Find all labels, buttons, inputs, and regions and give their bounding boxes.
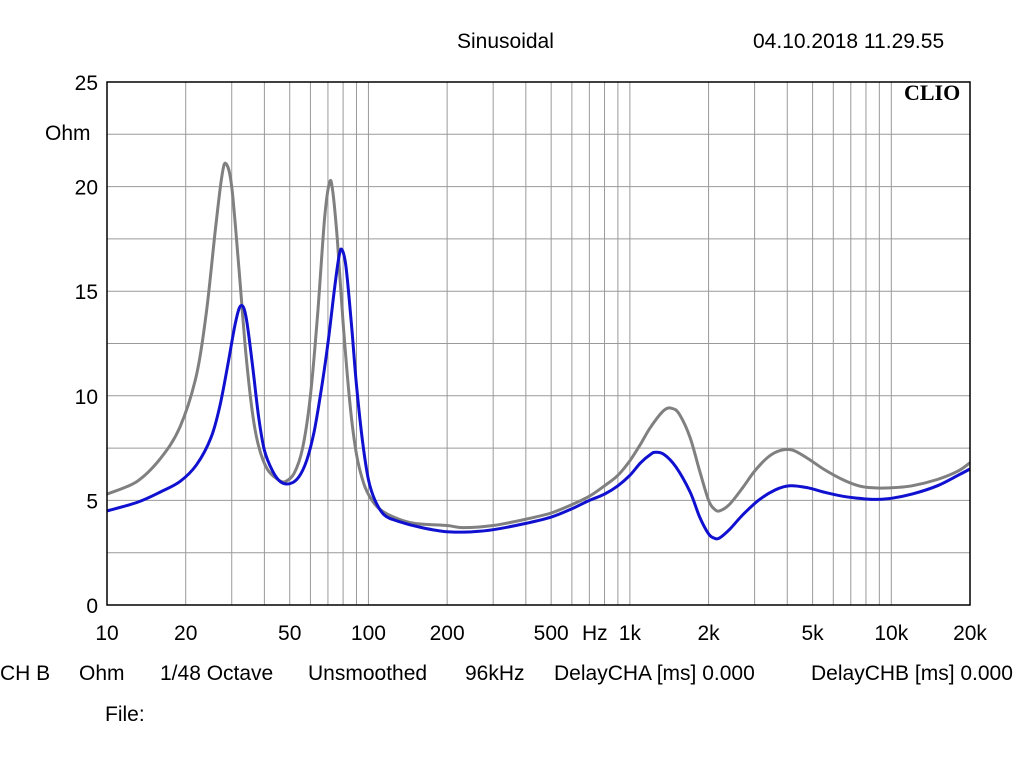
clio-logo: CLIO — [904, 80, 960, 105]
y-tick-label: 15 — [75, 281, 98, 304]
impedance-curve-2 — [106, 247, 971, 541]
x-tick-label: 500 — [534, 622, 569, 645]
y-tick-label: 20 — [75, 177, 98, 200]
mode-label: Sinusoidal — [457, 30, 554, 53]
x-tick-label: 100 — [351, 622, 386, 645]
impedance-curve-1 — [106, 161, 971, 530]
series-layer — [106, 161, 971, 541]
tick-labels: 10 20 50 100 200 500 1k 2k 5k 10k 20k 0 5 10 15 20 25 — [75, 72, 988, 645]
timestamp: 04.10.2018 11.29.55 — [753, 30, 944, 53]
file-label: File: — [105, 703, 145, 726]
channel-label: CH B — [0, 662, 50, 685]
x-tick-label: 10k — [874, 622, 908, 645]
x-axis-unit-label: Hz — [582, 622, 608, 645]
x-tick-label: 20k — [953, 622, 987, 645]
y-tick-label: 5 — [86, 490, 98, 513]
y-tick-label: 10 — [75, 386, 98, 409]
unit-label: Ohm — [79, 662, 125, 685]
smoothing-label: Unsmoothed — [308, 662, 427, 685]
x-tick-label: 200 — [430, 622, 465, 645]
x-tick-label: 2k — [697, 622, 720, 645]
x-tick-label: 1k — [619, 622, 642, 645]
x-tick-label: 5k — [802, 622, 825, 645]
y-tick-label: 25 — [75, 72, 98, 95]
x-tick-label: 50 — [278, 622, 301, 645]
sample-rate-label: 96kHz — [465, 662, 525, 685]
y-axis-unit-label: Ohm — [45, 122, 91, 145]
y-tick-label: 0 — [86, 595, 98, 618]
x-tick-label: 10 — [95, 622, 118, 645]
plot-frame — [106, 81, 971, 606]
x-tick-label: 20 — [174, 622, 197, 645]
delay-cha-label: DelayCHA [ms] 0.000 — [554, 662, 755, 685]
resolution-label: 1/48 Octave — [160, 662, 273, 685]
grid — [107, 82, 970, 605]
delay-chb-label: DelayCHB [ms] 0.000 — [811, 662, 1013, 685]
